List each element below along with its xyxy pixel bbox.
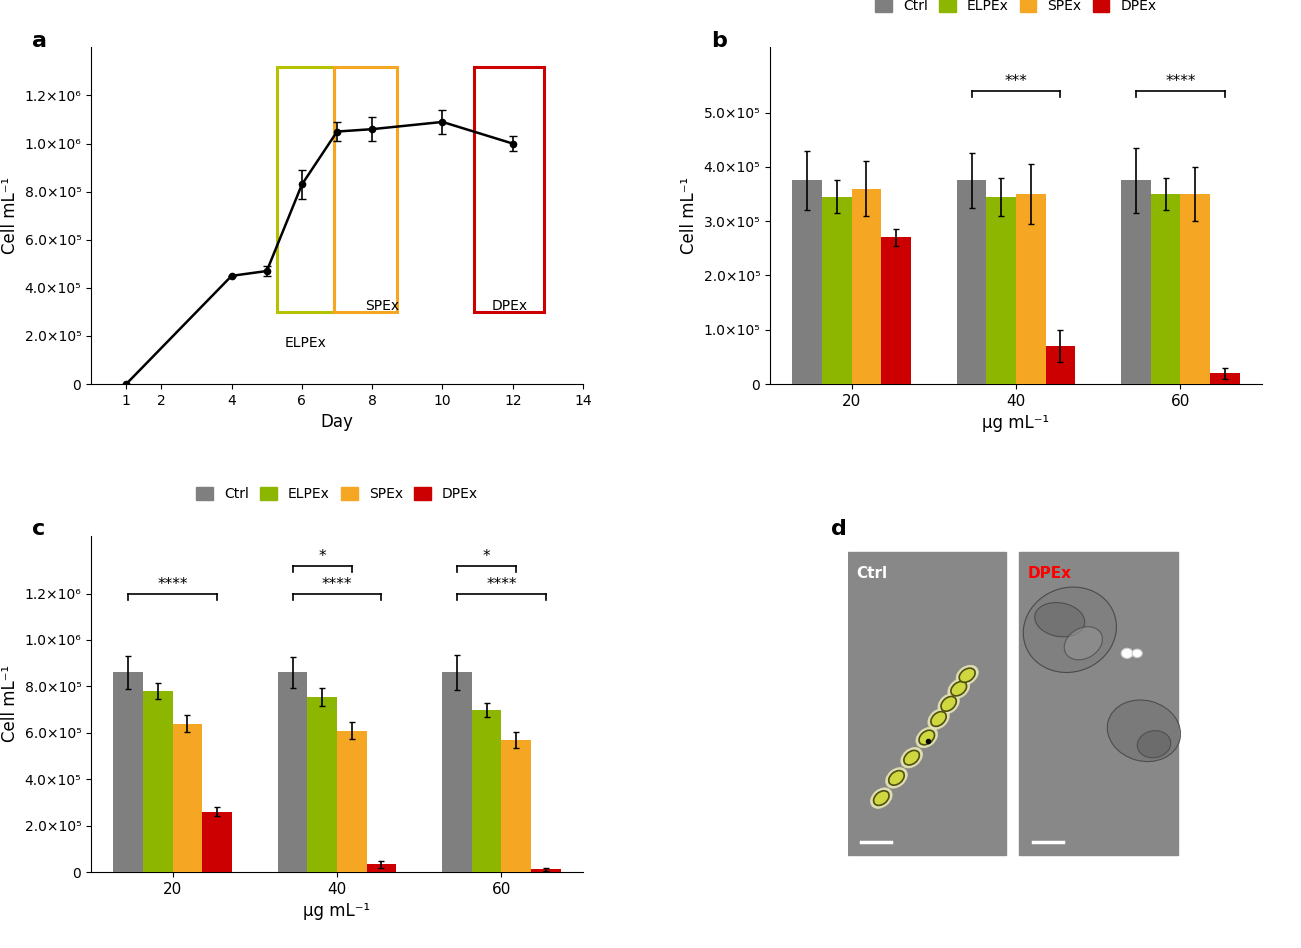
Ellipse shape [928, 708, 950, 729]
Bar [852, 189, 881, 384]
Text: b: b [710, 30, 727, 50]
Bar [278, 672, 307, 872]
Bar [792, 180, 822, 384]
Ellipse shape [1064, 627, 1102, 660]
Bar [822, 197, 852, 384]
Ellipse shape [1132, 649, 1142, 658]
Bar [277, 66, 333, 312]
Text: ELPEx: ELPEx [285, 336, 327, 350]
Ellipse shape [951, 682, 967, 696]
Ellipse shape [956, 665, 978, 685]
Bar [986, 197, 1016, 384]
Bar [848, 553, 1006, 855]
Ellipse shape [900, 747, 922, 768]
Text: DPEx: DPEx [1028, 566, 1072, 581]
Ellipse shape [1024, 587, 1116, 672]
Bar [1180, 194, 1210, 384]
Text: SPEx: SPEx [366, 299, 399, 313]
Ellipse shape [932, 712, 946, 726]
Text: a: a [33, 30, 47, 50]
Bar [307, 697, 337, 872]
Bar [113, 672, 143, 872]
Ellipse shape [1137, 731, 1171, 757]
Ellipse shape [916, 727, 938, 748]
Bar [1020, 553, 1177, 855]
Text: *: * [483, 549, 490, 564]
Text: DPEx: DPEx [492, 299, 527, 313]
X-axis label: μg mL⁻¹: μg mL⁻¹ [303, 902, 371, 921]
Text: ***: *** [1004, 74, 1028, 89]
Bar [202, 811, 232, 872]
Bar [881, 237, 911, 384]
Ellipse shape [938, 693, 959, 714]
Legend: Ctrl, ELPEx, SPEx, DPEx: Ctrl, ELPEx, SPEx, DPEx [869, 0, 1162, 19]
Bar [472, 710, 501, 872]
Bar [1016, 194, 1046, 384]
X-axis label: μg mL⁻¹: μg mL⁻¹ [982, 414, 1050, 432]
Text: *: * [319, 549, 327, 564]
Bar [956, 180, 986, 384]
Bar [1046, 346, 1075, 384]
Bar [337, 731, 367, 872]
Text: ****: **** [321, 576, 353, 592]
Legend: Ctrl, ELPEx, SPEx, DPEx: Ctrl, ELPEx, SPEx, DPEx [191, 482, 484, 507]
Bar [531, 869, 561, 872]
Y-axis label: Cell mL⁻¹: Cell mL⁻¹ [1, 177, 20, 254]
Bar [367, 864, 397, 872]
Bar [173, 723, 202, 872]
Ellipse shape [886, 768, 907, 788]
Text: d: d [831, 519, 847, 538]
Text: ****: **** [157, 576, 187, 592]
Text: ****: **** [1166, 74, 1196, 89]
Ellipse shape [959, 668, 976, 683]
Text: Ctrl: Ctrl [856, 566, 887, 581]
Bar [1151, 194, 1180, 384]
Ellipse shape [870, 788, 892, 809]
Y-axis label: Cell mL⁻¹: Cell mL⁻¹ [680, 177, 697, 254]
Y-axis label: Cell mL⁻¹: Cell mL⁻¹ [1, 665, 20, 742]
Text: c: c [33, 519, 46, 538]
Bar [442, 672, 472, 872]
Ellipse shape [889, 771, 904, 785]
Ellipse shape [1034, 603, 1085, 637]
Text: ****: **** [487, 576, 516, 592]
Ellipse shape [919, 730, 934, 745]
Ellipse shape [948, 679, 969, 699]
Bar [143, 691, 173, 872]
X-axis label: Day: Day [320, 413, 354, 431]
Bar [1121, 180, 1151, 384]
Bar [501, 739, 531, 872]
Ellipse shape [1107, 700, 1180, 761]
Ellipse shape [873, 791, 889, 806]
Ellipse shape [1121, 648, 1133, 659]
Bar [333, 66, 397, 312]
Ellipse shape [941, 697, 956, 711]
Bar [1210, 374, 1240, 384]
Bar [474, 66, 544, 312]
Ellipse shape [904, 751, 920, 765]
